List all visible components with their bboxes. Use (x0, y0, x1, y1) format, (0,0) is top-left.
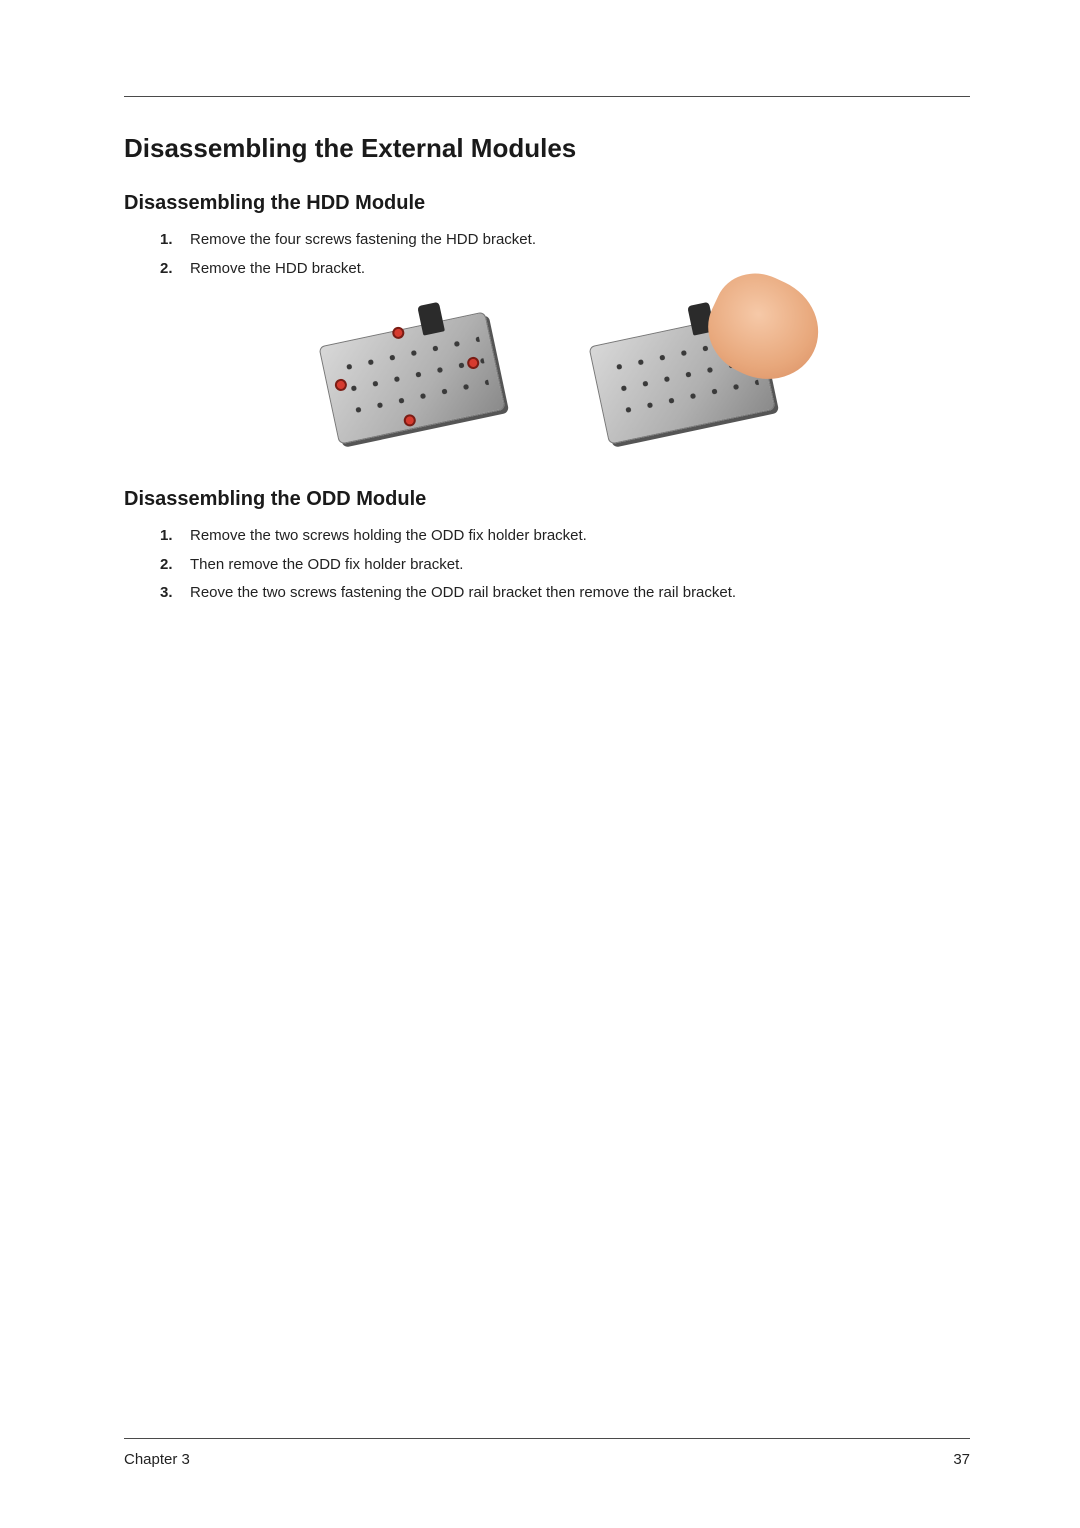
top-rule (124, 96, 970, 97)
step-number: 2. (160, 554, 190, 577)
page-footer: Chapter 3 37 (124, 1438, 970, 1468)
step-text: Remove the two screws holding the ODD fi… (190, 525, 587, 548)
odd-section-heading: Disassembling the ODD Module (124, 488, 970, 511)
list-item: 1.Remove the two screws holding the ODD … (160, 525, 970, 548)
step-text: Remove the four screws fastening the HDD… (190, 229, 536, 252)
list-item: 2.Then remove the ODD fix holder bracket… (160, 554, 970, 577)
step-text: Remove the HDD bracket. (190, 258, 365, 281)
odd-steps-list: 1.Remove the two screws holding the ODD … (124, 525, 970, 605)
step-number: 3. (160, 582, 190, 605)
screw-marker-icon (334, 378, 348, 392)
page-title: Disassembling the External Modules (124, 133, 970, 164)
hdd-bracket-icon (318, 311, 505, 444)
step-number: 1. (160, 229, 190, 252)
hdd-figure-remove (567, 308, 797, 448)
chapter-label: Chapter 3 (124, 1451, 190, 1468)
step-text: Then remove the ODD fix holder bracket. (190, 554, 463, 577)
hdd-section-heading: Disassembling the HDD Module (124, 192, 970, 215)
hdd-figure-screws (297, 308, 527, 448)
screw-marker-icon (391, 326, 405, 340)
list-item: 1.Remove the four screws fastening the H… (160, 229, 970, 252)
list-item: 3.Reove the two screws fastening the ODD… (160, 582, 970, 605)
step-number: 1. (160, 525, 190, 548)
pull-tab-icon (417, 302, 445, 336)
bottom-rule (124, 1438, 970, 1439)
hdd-steps-list: 1.Remove the four screws fastening the H… (124, 229, 970, 280)
screw-marker-icon (466, 356, 480, 370)
footer-row: Chapter 3 37 (124, 1451, 970, 1468)
step-text: Reove the two screws fastening the ODD r… (190, 582, 736, 605)
document-page: Disassembling the External Modules Disas… (0, 0, 1080, 1528)
list-item: 2.Remove the HDD bracket. (160, 258, 970, 281)
hdd-figure-row (124, 308, 970, 448)
screw-marker-icon (403, 413, 417, 427)
page-number: 37 (953, 1451, 970, 1468)
step-number: 2. (160, 258, 190, 281)
